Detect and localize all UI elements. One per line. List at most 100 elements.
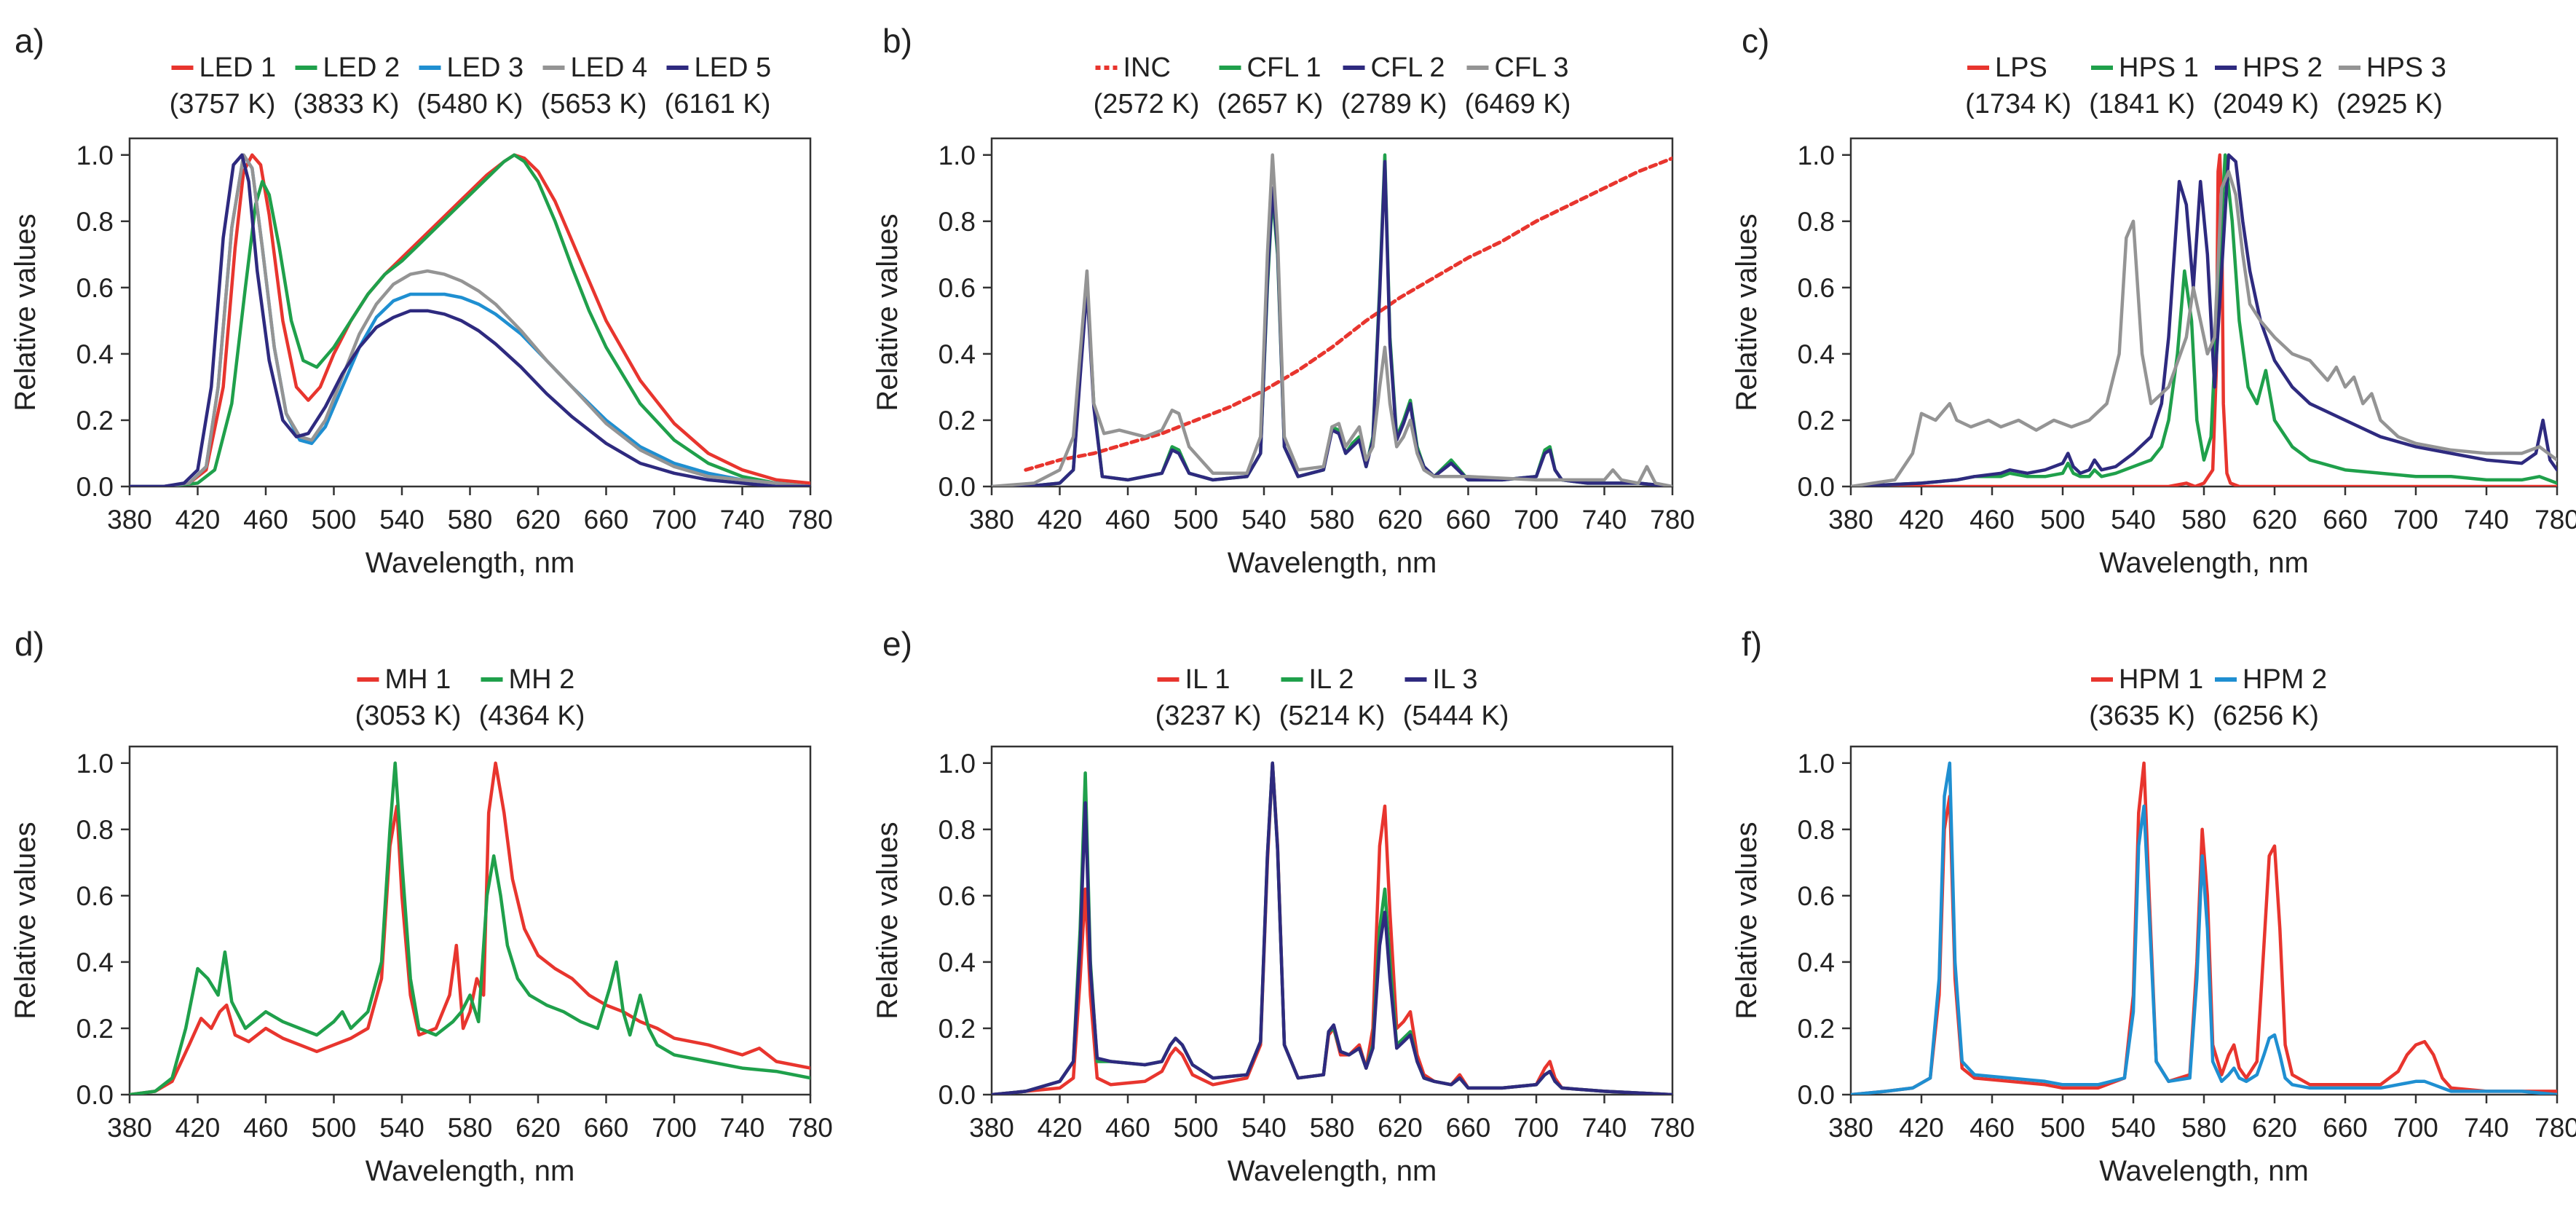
x-tick-label: 780	[788, 1113, 833, 1143]
legend-temperature: (5653 K)	[541, 89, 647, 119]
x-tick-label: 580	[448, 505, 493, 535]
panel-letter: a)	[15, 22, 44, 60]
series-line-hps-2	[1851, 153, 2557, 487]
legend-item: HPS 1 (1841 K)	[2089, 52, 2199, 119]
legend-label: IL 2	[1309, 664, 1354, 695]
y-axis-title: Relative values	[9, 213, 42, 411]
chart-panel-5: e) IL 1 (3237 K) IL 2 (5214 K) IL 3 (5444 K) 38…	[872, 625, 1695, 1187]
legend-temperature: (3053 K)	[355, 701, 462, 731]
legend-label: MH 1	[385, 664, 451, 695]
x-tick-label: 500	[312, 505, 357, 535]
legend-temperature: (3237 K)	[1155, 701, 1262, 731]
y-tick-label: 1.0	[76, 749, 114, 779]
legend-item: LPS (1734 K)	[1965, 52, 2071, 119]
x-tick-label: 540	[2111, 505, 2156, 535]
series-line-led-3	[130, 153, 810, 487]
legend-temperature: (1734 K)	[1965, 89, 2071, 119]
y-tick-label: 0.2	[939, 406, 976, 436]
y-tick-label: 0.8	[939, 207, 976, 237]
x-tick-label: 660	[1446, 505, 1491, 535]
x-tick-label: 460	[243, 505, 288, 535]
x-tick-label: 700	[1514, 1113, 1559, 1143]
legend-temperature: (2657 K)	[1217, 89, 1324, 119]
y-tick-label: 1.0	[1798, 141, 1835, 170]
x-tick-label: 540	[379, 505, 424, 535]
x-tick-label: 660	[584, 1113, 629, 1143]
x-tick-label: 740	[1582, 1113, 1627, 1143]
y-tick-label: 0.6	[939, 881, 976, 911]
y-tick-label: 0.8	[1798, 815, 1835, 845]
x-tick-label: 420	[175, 505, 221, 535]
legend-item: HPM 1 (3635 K)	[2089, 664, 2203, 731]
y-tick-label: 1.0	[76, 141, 114, 170]
x-tick-label: 740	[2464, 505, 2509, 535]
legend-temperature: (1841 K)	[2089, 89, 2195, 119]
series-line-il-3	[992, 761, 1672, 1095]
legend-temperature: (6161 K)	[665, 89, 771, 119]
y-tick-label: 0.0	[1798, 472, 1835, 502]
x-tick-label: 380	[1828, 505, 1873, 535]
legend-label: CFL 3	[1495, 52, 1569, 83]
x-tick-label: 380	[1828, 1113, 1873, 1143]
panel-letter: b)	[882, 22, 912, 60]
x-tick-label: 500	[2040, 505, 2085, 535]
x-tick-label: 500	[2040, 1113, 2085, 1143]
legend-temperature: (5480 K)	[417, 89, 524, 119]
x-tick-label: 580	[448, 1113, 493, 1143]
x-tick-label: 500	[312, 1113, 357, 1143]
legend-item: CFL 3 (6469 K)	[1465, 52, 1571, 119]
series-line-cfl-3	[992, 153, 1672, 487]
y-tick-label: 0.6	[76, 881, 114, 911]
y-tick-label: 0.6	[1798, 273, 1835, 303]
y-tick-label: 0.0	[76, 472, 114, 502]
legend-label: LED 3	[447, 52, 524, 83]
x-tick-label: 380	[107, 505, 152, 535]
y-axis-title: Relative values	[872, 213, 904, 411]
legend-temperature: (3757 K)	[170, 89, 276, 119]
x-tick-label: 700	[652, 1113, 697, 1143]
x-tick-label: 780	[2534, 505, 2576, 535]
y-tick-label: 1.0	[1798, 749, 1835, 779]
y-axis-title: Relative values	[1731, 213, 1763, 411]
x-tick-label: 620	[515, 505, 561, 535]
x-tick-label: 700	[2393, 1113, 2438, 1143]
x-tick-label: 380	[107, 1113, 152, 1143]
legend-item: LED 5 (6161 K)	[665, 52, 772, 119]
x-tick-label: 460	[1969, 1113, 2015, 1143]
x-tick-label: 380	[969, 1113, 1014, 1143]
series-line-led-1	[130, 153, 810, 487]
x-tick-label: 780	[1650, 1113, 1695, 1143]
legend-item: IL 3 (5444 K)	[1403, 664, 1509, 731]
x-tick-label: 740	[1582, 505, 1627, 535]
legend-item: INC (2572 K)	[1094, 52, 1200, 119]
chart-panel-3: c)LPS(1734 K)HPS 1(1841 K)HPS 2(2049 K)H…	[1731, 22, 2576, 579]
x-tick-label: 660	[2323, 505, 2368, 535]
panel-letter: d)	[15, 625, 44, 663]
series-line-led-5	[130, 153, 810, 487]
legend-item: IL 2 (5214 K)	[1279, 664, 1386, 731]
legend-label: HPM 1	[2119, 664, 2203, 695]
y-tick-label: 0.6	[76, 273, 114, 303]
x-tick-label: 620	[2252, 505, 2297, 535]
legend-label: HPS 3	[2366, 52, 2446, 83]
series-line-lps	[1851, 153, 2557, 487]
y-tick-label: 0.8	[939, 815, 976, 845]
x-tick-label: 660	[584, 505, 629, 535]
series-line-led-2	[130, 153, 810, 487]
legend-item: CFL 1 (2657 K)	[1217, 52, 1324, 119]
legend-item: IL 1 (3237 K)	[1155, 664, 1262, 731]
y-tick-label: 0.6	[1798, 881, 1835, 911]
series-line-hps-3	[1851, 170, 2557, 487]
x-tick-label: 460	[1105, 1113, 1150, 1143]
series-line-il-1	[992, 761, 1672, 1095]
x-tick-label: 780	[1650, 505, 1695, 535]
legend-label: HPS 2	[2243, 52, 2323, 83]
x-tick-label: 580	[1310, 1113, 1355, 1143]
x-tick-label: 420	[1038, 505, 1083, 535]
x-tick-label: 740	[2464, 1113, 2509, 1143]
x-axis-title: Wavelength, nm	[2099, 547, 2309, 579]
y-tick-label: 0.8	[1798, 207, 1835, 237]
y-tick-label: 1.0	[939, 749, 976, 779]
legend-label: IL 3	[1433, 664, 1478, 695]
chart-panel-4: d) MH 1 (3053 K) MH 2 (4364 K) 380 420 460 500 54…	[9, 625, 833, 1187]
